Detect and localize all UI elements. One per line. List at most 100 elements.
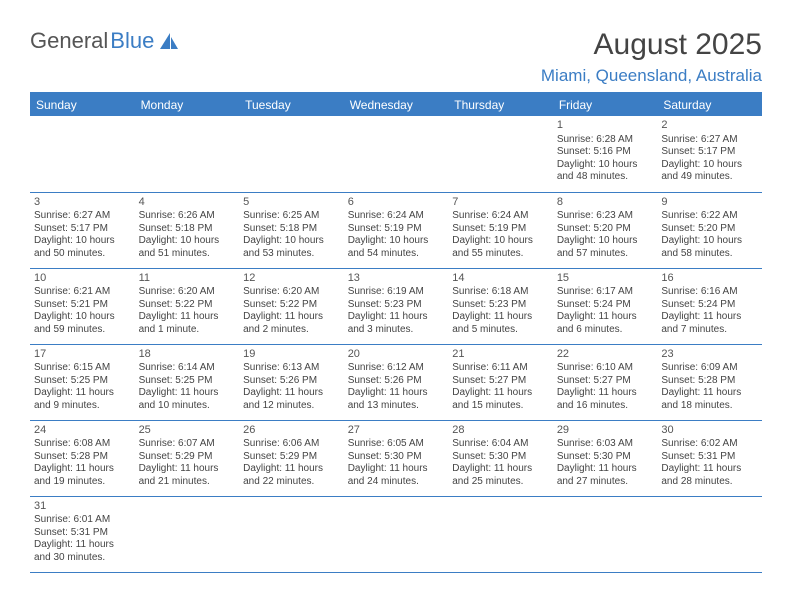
day-number: 3 <box>34 196 131 210</box>
sunset-text: Sunset: 5:17 PM <box>34 223 131 236</box>
sunset-text: Sunset: 5:19 PM <box>452 223 549 236</box>
sunrise-text: Sunrise: 6:16 AM <box>661 286 758 299</box>
daylight-text-1: Daylight: 10 hours <box>139 235 236 248</box>
day-number: 31 <box>34 500 131 514</box>
day-number: 14 <box>452 272 549 286</box>
day-number: 6 <box>348 196 445 210</box>
daylight-text-2: and 18 minutes. <box>661 400 758 413</box>
calendar-cell <box>344 496 449 572</box>
day-number: 7 <box>452 196 549 210</box>
sunset-text: Sunset: 5:16 PM <box>557 146 654 159</box>
calendar-cell: 21Sunrise: 6:11 AMSunset: 5:27 PMDayligh… <box>448 344 553 420</box>
daylight-text-2: and 15 minutes. <box>452 400 549 413</box>
sunrise-text: Sunrise: 6:09 AM <box>661 362 758 375</box>
daylight-text-1: Daylight: 11 hours <box>243 387 340 400</box>
calendar-cell: 1Sunrise: 6:28 AMSunset: 5:16 PMDaylight… <box>553 116 658 192</box>
sunrise-text: Sunrise: 6:01 AM <box>34 514 131 527</box>
calendar-cell: 20Sunrise: 6:12 AMSunset: 5:26 PMDayligh… <box>344 344 449 420</box>
calendar-row: 3Sunrise: 6:27 AMSunset: 5:17 PMDaylight… <box>30 192 762 268</box>
sunrise-text: Sunrise: 6:10 AM <box>557 362 654 375</box>
day-number: 9 <box>661 196 758 210</box>
daylight-text-1: Daylight: 10 hours <box>452 235 549 248</box>
sunset-text: Sunset: 5:27 PM <box>452 375 549 388</box>
sunrise-text: Sunrise: 6:18 AM <box>452 286 549 299</box>
daylight-text-2: and 54 minutes. <box>348 248 445 261</box>
calendar: Sunday Monday Tuesday Wednesday Thursday… <box>30 92 762 573</box>
daylight-text-1: Daylight: 10 hours <box>348 235 445 248</box>
calendar-row: 31Sunrise: 6:01 AMSunset: 5:31 PMDayligh… <box>30 496 762 572</box>
day-number: 23 <box>661 348 758 362</box>
calendar-cell: 15Sunrise: 6:17 AMSunset: 5:24 PMDayligh… <box>553 268 658 344</box>
daylight-text-2: and 1 minute. <box>139 324 236 337</box>
day-number: 21 <box>452 348 549 362</box>
daylight-text-1: Daylight: 10 hours <box>34 235 131 248</box>
sunrise-text: Sunrise: 6:22 AM <box>661 210 758 223</box>
daylight-text-1: Daylight: 11 hours <box>557 387 654 400</box>
daylight-text-2: and 48 minutes. <box>557 171 654 184</box>
sunset-text: Sunset: 5:22 PM <box>243 299 340 312</box>
month-title: August 2025 <box>541 28 762 62</box>
sunset-text: Sunset: 5:23 PM <box>348 299 445 312</box>
daylight-text-1: Daylight: 11 hours <box>452 311 549 324</box>
sunrise-text: Sunrise: 6:12 AM <box>348 362 445 375</box>
calendar-cell: 7Sunrise: 6:24 AMSunset: 5:19 PMDaylight… <box>448 192 553 268</box>
day-number: 30 <box>661 424 758 438</box>
day-number: 18 <box>139 348 236 362</box>
daylight-text-1: Daylight: 11 hours <box>661 463 758 476</box>
sunrise-text: Sunrise: 6:28 AM <box>557 134 654 147</box>
sunset-text: Sunset: 5:24 PM <box>661 299 758 312</box>
calendar-cell <box>657 496 762 572</box>
sunrise-text: Sunrise: 6:21 AM <box>34 286 131 299</box>
calendar-cell <box>344 116 449 192</box>
day-number: 4 <box>139 196 236 210</box>
daylight-text-2: and 2 minutes. <box>243 324 340 337</box>
daylight-text-2: and 5 minutes. <box>452 324 549 337</box>
sunset-text: Sunset: 5:26 PM <box>243 375 340 388</box>
sunrise-text: Sunrise: 6:20 AM <box>243 286 340 299</box>
daylight-text-1: Daylight: 11 hours <box>452 387 549 400</box>
sunset-text: Sunset: 5:30 PM <box>452 451 549 464</box>
daylight-text-1: Daylight: 11 hours <box>661 311 758 324</box>
weekday-header: Thursday <box>448 94 553 116</box>
day-number: 5 <box>243 196 340 210</box>
daylight-text-2: and 16 minutes. <box>557 400 654 413</box>
sunset-text: Sunset: 5:19 PM <box>348 223 445 236</box>
calendar-row: 24Sunrise: 6:08 AMSunset: 5:28 PMDayligh… <box>30 420 762 496</box>
sunrise-text: Sunrise: 6:13 AM <box>243 362 340 375</box>
calendar-cell: 27Sunrise: 6:05 AMSunset: 5:30 PMDayligh… <box>344 420 449 496</box>
weekday-header: Friday <box>553 94 658 116</box>
daylight-text-2: and 19 minutes. <box>34 476 131 489</box>
daylight-text-1: Daylight: 10 hours <box>661 159 758 172</box>
logo: GeneralBlue <box>30 28 180 54</box>
calendar-cell: 9Sunrise: 6:22 AMSunset: 5:20 PMDaylight… <box>657 192 762 268</box>
calendar-cell <box>448 496 553 572</box>
calendar-row: 10Sunrise: 6:21 AMSunset: 5:21 PMDayligh… <box>30 268 762 344</box>
day-number: 24 <box>34 424 131 438</box>
sunrise-text: Sunrise: 6:27 AM <box>661 134 758 147</box>
calendar-cell <box>553 496 658 572</box>
sunrise-text: Sunrise: 6:25 AM <box>243 210 340 223</box>
sunrise-text: Sunrise: 6:23 AM <box>557 210 654 223</box>
daylight-text-1: Daylight: 11 hours <box>34 387 131 400</box>
calendar-cell: 19Sunrise: 6:13 AMSunset: 5:26 PMDayligh… <box>239 344 344 420</box>
daylight-text-2: and 21 minutes. <box>139 476 236 489</box>
daylight-text-2: and 30 minutes. <box>34 552 131 565</box>
day-number: 12 <box>243 272 340 286</box>
daylight-text-2: and 27 minutes. <box>557 476 654 489</box>
daylight-text-1: Daylight: 10 hours <box>557 159 654 172</box>
weekday-header: Monday <box>135 94 240 116</box>
daylight-text-2: and 59 minutes. <box>34 324 131 337</box>
calendar-cell <box>135 116 240 192</box>
calendar-cell: 30Sunrise: 6:02 AMSunset: 5:31 PMDayligh… <box>657 420 762 496</box>
calendar-row: 1Sunrise: 6:28 AMSunset: 5:16 PMDaylight… <box>30 116 762 192</box>
sunset-text: Sunset: 5:25 PM <box>34 375 131 388</box>
daylight-text-1: Daylight: 10 hours <box>557 235 654 248</box>
sunrise-text: Sunrise: 6:24 AM <box>348 210 445 223</box>
day-number: 17 <box>34 348 131 362</box>
daylight-text-1: Daylight: 11 hours <box>348 311 445 324</box>
daylight-text-1: Daylight: 10 hours <box>243 235 340 248</box>
calendar-cell: 18Sunrise: 6:14 AMSunset: 5:25 PMDayligh… <box>135 344 240 420</box>
logo-text-1: General <box>30 28 108 54</box>
sunset-text: Sunset: 5:30 PM <box>557 451 654 464</box>
daylight-text-2: and 3 minutes. <box>348 324 445 337</box>
